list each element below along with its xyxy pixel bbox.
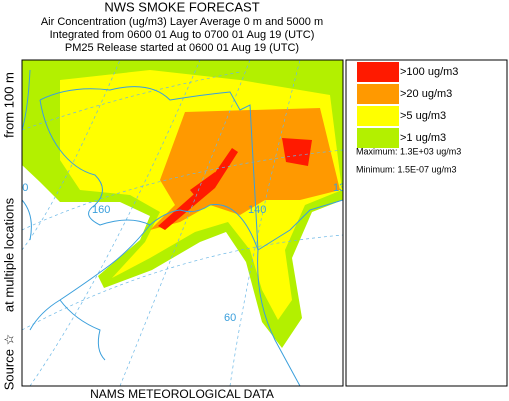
map-label: 160 xyxy=(92,204,110,216)
side-text: Source ☆ xyxy=(1,334,16,390)
legend-swatch xyxy=(357,84,399,104)
legend-min: Minimum: 1.5E-07 ug/m3 xyxy=(356,164,457,174)
side-label: Source ☆ at multiple locations from 100 … xyxy=(1,72,16,390)
side-text: from 100 m xyxy=(1,72,16,138)
legend: >100 ug/m3 >20 ug/m3 >5 ug/m3 >1 ug/m3 xyxy=(357,62,458,148)
legend-frame xyxy=(345,59,508,387)
legend-swatch xyxy=(357,128,399,148)
side-text: at multiple locations xyxy=(1,197,16,312)
legend-swatch xyxy=(357,62,399,82)
title: NWS SMOKE FORECAST xyxy=(104,0,259,14)
map-frame xyxy=(21,59,344,387)
legend-label: >1 ug/m3 xyxy=(400,132,446,144)
footer: NAMS METEOROLOGICAL DATA xyxy=(90,387,274,401)
map-label: 60 xyxy=(224,312,236,324)
map-label: 130 xyxy=(333,182,351,194)
legend-swatch xyxy=(357,106,399,126)
map-label: 140 xyxy=(248,204,266,216)
legend-label: >5 ug/m3 xyxy=(400,110,446,122)
legend-max: Maximum: 1.3E+03 ug/m3 xyxy=(356,146,461,156)
subtitle: Integrated from 0600 01 Aug to 0700 01 A… xyxy=(50,29,315,41)
legend-label: >100 ug/m3 xyxy=(400,66,458,78)
legend-label: >20 ug/m3 xyxy=(400,88,452,100)
map-label: 170 xyxy=(10,182,28,194)
smoke-area xyxy=(190,172,218,196)
subtitle: Air Concentration (ug/m3) Layer Average … xyxy=(41,16,323,28)
map: 170 160 140 130 60 xyxy=(10,60,351,386)
subtitle: PM25 Release started at 0600 01 Aug 19 (… xyxy=(65,42,299,54)
smoke-area xyxy=(282,138,312,166)
